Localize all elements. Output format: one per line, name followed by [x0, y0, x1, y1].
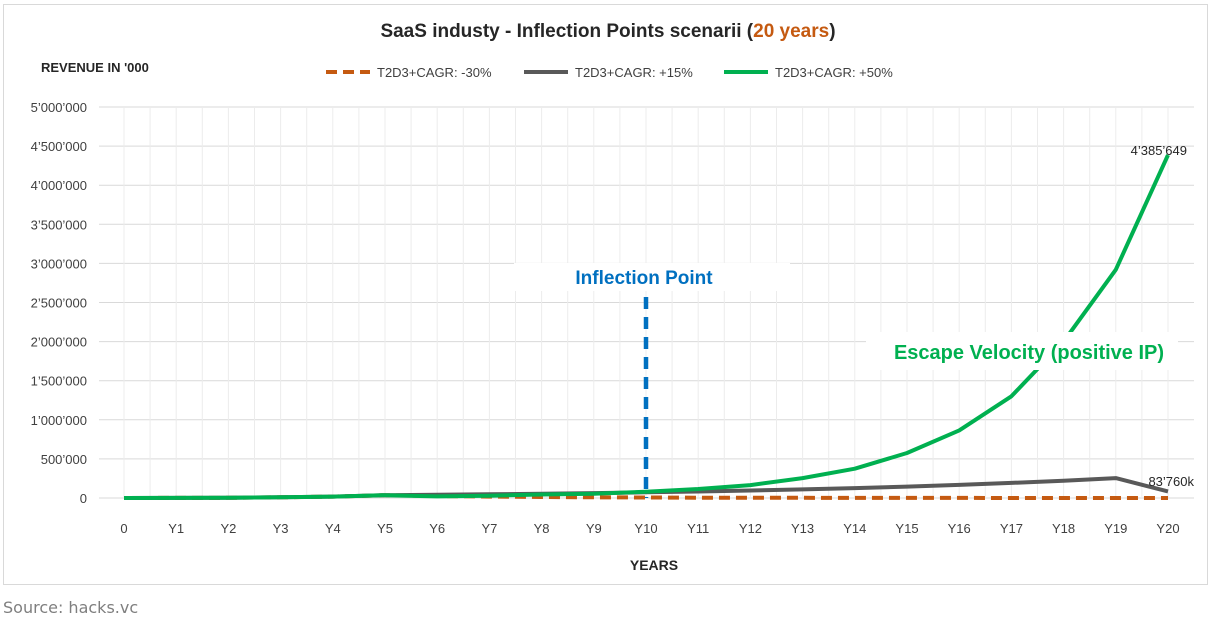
x-tick-label: Y13	[791, 521, 814, 536]
chart-frame: SaaS industy - Inflection Points scenari…	[3, 4, 1208, 585]
x-tick-label: Y1	[168, 521, 184, 536]
x-tick-label: Y7	[481, 521, 497, 536]
legend-entry: T2D3+CAGR: -30%	[377, 65, 492, 80]
y-tick-label: 0	[80, 491, 87, 506]
x-tick-label: Y8	[534, 521, 550, 536]
y-tick-labels: 0 500’000 1’000’000 1’500’000 2’000’000 2’500…	[31, 100, 87, 506]
x-tick-label: Y19	[1104, 521, 1127, 536]
end-value-high: 4’385’649	[1131, 143, 1187, 158]
gridlines	[99, 106, 1194, 499]
y-tick-label: 500’000	[41, 452, 87, 467]
inflection-label: Inflection Point	[575, 268, 713, 289]
escape-velocity-label: Escape Velocity (positive IP)	[894, 342, 1164, 364]
series-line	[123, 154, 1170, 500]
x-tick-label: Y9	[586, 521, 602, 536]
x-axis-label: YEARS	[630, 557, 678, 573]
x-tick-label: Y5	[377, 521, 393, 536]
chart-title: SaaS industy - Inflection Points scenari…	[380, 21, 835, 42]
y-tick-label: 5’000’000	[31, 100, 87, 115]
x-tick-label: Y18	[1052, 521, 1075, 536]
y-tick-label: 2’500’000	[31, 296, 87, 311]
y-tick-label: 1’500’000	[31, 374, 87, 389]
x-tick-label: Y14	[843, 521, 866, 536]
legend: T2D3+CAGR: -30% T2D3+CAGR: +15% T2D3+CAGR:…	[326, 65, 893, 80]
inflection-marker: Inflection Point	[514, 263, 790, 498]
series-lines	[123, 154, 1170, 500]
x-tick-label: Y4	[325, 521, 341, 536]
x-tick-label: Y6	[429, 521, 445, 536]
x-tick-label: Y2	[220, 521, 236, 536]
y-tick-label: 2’000’000	[31, 335, 87, 350]
x-tick-label: Y12	[739, 521, 762, 536]
legend-entry: T2D3+CAGR: +15%	[575, 65, 693, 80]
x-tick-label: Y3	[273, 521, 289, 536]
x-tick-label: Y16	[948, 521, 971, 536]
y-tick-label: 4’500’000	[31, 139, 87, 154]
end-value-mid: 83’760k	[1148, 474, 1194, 489]
inflection-label-bg	[514, 263, 790, 291]
y-axis-label: REVENUE IN '000	[41, 60, 149, 75]
legend-entry: T2D3+CAGR: +50%	[775, 65, 893, 80]
x-tick-label: Y20	[1156, 521, 1179, 536]
escape-label-bg	[866, 332, 1178, 370]
x-tick-label: Y11	[687, 521, 709, 536]
annotations: Escape Velocity (positive IP) 4’385’649 83…	[866, 143, 1194, 489]
source-caption: Source: hacks.vc	[3, 598, 139, 617]
y-tick-label: 4’000’000	[31, 178, 87, 193]
x-tick-label: Y15	[895, 521, 918, 536]
y-tick-label: 3’000’000	[31, 256, 87, 271]
x-tick-labels: 0 Y1 Y2 Y3 Y4 Y5 Y6 Y7 Y8 Y9 Y10 Y11 Y12 Y13 Y14 Y15 Y16…	[120, 521, 1179, 536]
y-tick-label: 1’000’000	[31, 413, 87, 428]
x-tick-label: Y10	[634, 521, 657, 536]
x-tick-label: 0	[120, 521, 127, 536]
x-tick-label: Y17	[1000, 521, 1023, 536]
y-tick-label: 3’500’000	[31, 217, 87, 232]
chart-svg: SaaS industy - Inflection Points scenari…	[31, 21, 1195, 573]
